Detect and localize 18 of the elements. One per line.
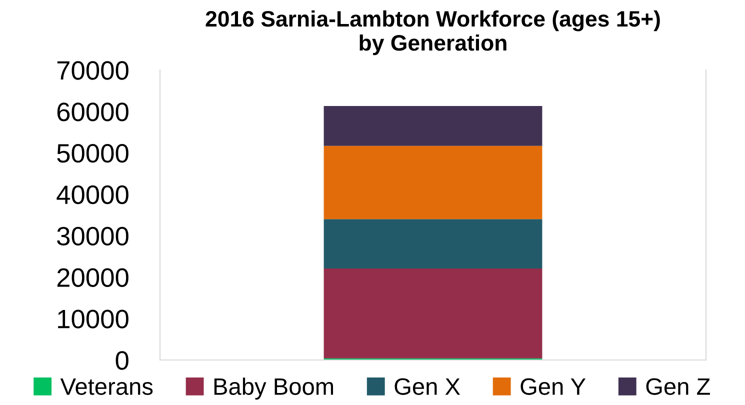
y-tick-label: 70000: [57, 61, 128, 80]
legend-label: Baby Boom: [214, 378, 333, 400]
y-tick-label: 0: [116, 351, 128, 370]
legend-label: Gen Y: [520, 378, 586, 395]
bar: [324, 268, 542, 358]
y-tick-label: 20000: [57, 268, 128, 287]
legend-label: Gen Z: [646, 378, 710, 395]
bar: [324, 219, 542, 268]
chart-title: 2016 Sarnia-Lambton Workforce (ages 15+) by Generation: [206, 10, 660, 56]
y-tick-label: 60000: [57, 102, 128, 122]
y-tick-label: 30000: [57, 226, 128, 246]
legend-label: Gen X: [394, 378, 460, 395]
legend-label: Veterans: [60, 378, 153, 395]
bar: [324, 146, 542, 220]
bar: [324, 106, 542, 146]
y-tick-label: 10000: [58, 310, 128, 328]
y-tick-label: 50000: [57, 144, 128, 163]
y-tick-label: 40000: [56, 185, 128, 204]
